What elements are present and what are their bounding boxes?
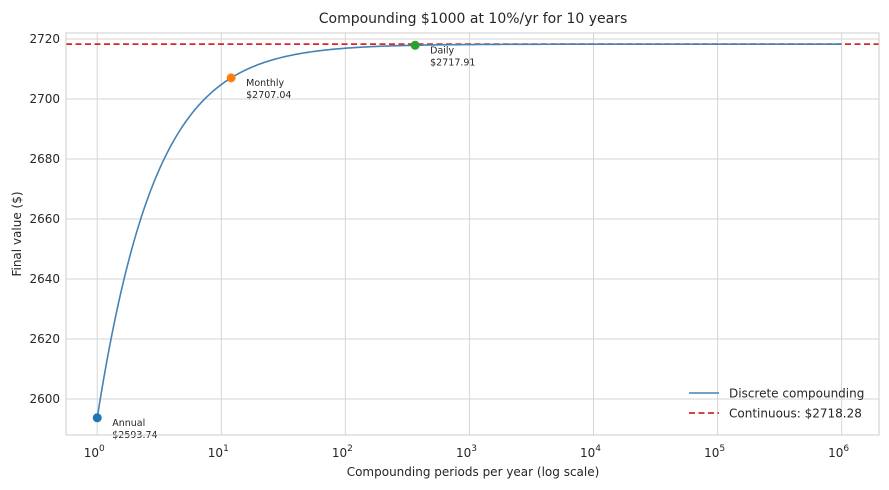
x-tick-label: 105	[704, 444, 725, 460]
x-tick-exponent: 1	[223, 444, 229, 454]
x-tick-base: 10	[704, 446, 719, 460]
x-tick-base: 10	[580, 446, 595, 460]
x-tick-exponent: 4	[595, 444, 601, 454]
x-tick-base: 10	[332, 446, 347, 460]
x-tick-label: 104	[580, 444, 601, 460]
marker-daily	[410, 40, 420, 50]
x-tick-base: 10	[828, 446, 843, 460]
legend-label-continuous: Continuous: $2718.28	[729, 407, 862, 421]
annotation-daily-value: $2717.91	[430, 57, 475, 68]
y-tick-label: 2620	[29, 332, 60, 346]
x-tick-exponent: 6	[843, 444, 849, 454]
annotation-daily-name: Daily	[430, 45, 454, 56]
annotation-annual-name: Annual	[112, 418, 145, 429]
x-tick-exponent: 3	[471, 444, 477, 454]
x-tick-label: 102	[332, 444, 353, 460]
annotation-monthly-value: $2707.04	[246, 90, 291, 101]
y-tick-label: 2700	[29, 92, 60, 106]
y-tick-label: 2600	[29, 392, 60, 406]
y-axis-label: Final value ($)	[10, 191, 24, 276]
x-tick-label: 106	[828, 444, 849, 460]
x-tick-exponent: 0	[99, 444, 105, 454]
tick-labels: 100 101 102 103 104 105 1062600262026402660268…	[29, 32, 849, 460]
legend-label-discrete: Discrete compounding	[729, 387, 864, 401]
x-tick-label: 101	[208, 444, 229, 460]
series-layer	[66, 43, 879, 418]
y-tick-label: 2660	[29, 212, 60, 226]
x-tick-exponent: 5	[719, 444, 725, 454]
grid-lines	[66, 33, 879, 435]
x-tick-base: 10	[208, 446, 223, 460]
x-tick-label: 100	[84, 444, 105, 460]
marker-annual	[92, 413, 102, 423]
marker-monthly	[226, 73, 236, 83]
x-tick-exponent: 2	[347, 444, 353, 454]
annotation-monthly-name: Monthly	[246, 78, 284, 89]
discrete-compounding-curve	[96, 43, 842, 418]
x-tick-base: 10	[456, 446, 471, 460]
x-tick-base: 10	[84, 446, 99, 460]
y-tick-label: 2680	[29, 152, 60, 166]
chart-title: Compounding $1000 at 10%/yr for 10 years	[319, 11, 628, 27]
x-axis-label: Compounding periods per year (log scale)	[347, 465, 600, 479]
x-tick-label: 103	[456, 444, 477, 460]
y-tick-label: 2720	[29, 32, 60, 46]
points-layer: Annual$2593.74Monthly$2707.04Daily$2717.…	[92, 40, 475, 441]
plot-area-frame	[65, 32, 880, 436]
y-tick-label: 2640	[29, 272, 60, 286]
legend: Discrete compounding Continuous: $2718.2…	[689, 387, 864, 421]
